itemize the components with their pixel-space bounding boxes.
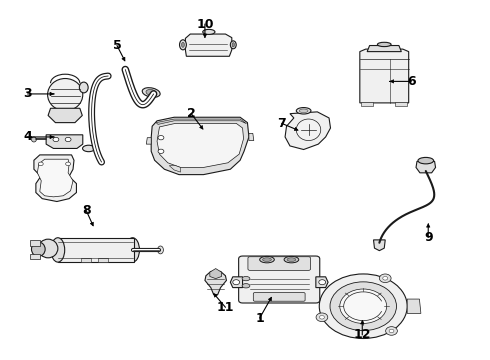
Circle shape — [319, 315, 324, 319]
Circle shape — [316, 313, 328, 321]
Bar — [81, 258, 91, 262]
Text: 10: 10 — [196, 18, 214, 31]
Polygon shape — [185, 34, 232, 56]
Ellipse shape — [377, 42, 391, 46]
Ellipse shape — [418, 157, 434, 164]
Ellipse shape — [287, 258, 296, 261]
Ellipse shape — [126, 238, 140, 262]
Ellipse shape — [38, 239, 58, 258]
Circle shape — [389, 329, 394, 333]
Circle shape — [158, 135, 164, 140]
Circle shape — [233, 280, 240, 285]
Bar — [58, 238, 134, 262]
Polygon shape — [367, 45, 401, 51]
Circle shape — [38, 162, 43, 166]
Polygon shape — [37, 159, 73, 197]
Bar — [395, 102, 407, 107]
Bar — [30, 240, 40, 246]
FancyBboxPatch shape — [248, 257, 311, 270]
Polygon shape — [151, 117, 249, 175]
Polygon shape — [360, 49, 409, 103]
Ellipse shape — [79, 82, 88, 93]
Circle shape — [330, 282, 396, 330]
Ellipse shape — [232, 42, 235, 47]
Circle shape — [66, 162, 71, 166]
Ellipse shape — [179, 40, 186, 50]
FancyBboxPatch shape — [239, 256, 320, 303]
Ellipse shape — [296, 108, 311, 114]
Bar — [30, 254, 40, 259]
Ellipse shape — [203, 30, 215, 35]
Ellipse shape — [51, 238, 65, 262]
Polygon shape — [373, 240, 385, 251]
Ellipse shape — [142, 88, 160, 97]
Circle shape — [340, 289, 387, 323]
Text: 6: 6 — [407, 75, 416, 88]
FancyBboxPatch shape — [253, 293, 305, 301]
Ellipse shape — [146, 90, 156, 95]
Polygon shape — [48, 108, 82, 123]
Circle shape — [319, 280, 326, 285]
Text: 2: 2 — [187, 107, 196, 120]
Ellipse shape — [260, 256, 274, 263]
Polygon shape — [169, 166, 180, 172]
Ellipse shape — [242, 276, 250, 281]
Circle shape — [383, 276, 388, 280]
Polygon shape — [157, 123, 244, 167]
Ellipse shape — [299, 109, 308, 113]
Circle shape — [65, 137, 71, 141]
Polygon shape — [34, 155, 76, 202]
Polygon shape — [416, 161, 436, 173]
Circle shape — [319, 274, 407, 338]
Polygon shape — [46, 135, 83, 148]
Text: 12: 12 — [353, 328, 371, 341]
Text: 5: 5 — [113, 39, 122, 52]
Polygon shape — [230, 277, 243, 288]
Circle shape — [386, 327, 397, 335]
Text: 4: 4 — [23, 130, 32, 144]
Polygon shape — [249, 134, 254, 140]
Polygon shape — [285, 112, 331, 149]
Polygon shape — [407, 299, 421, 314]
Ellipse shape — [31, 242, 45, 256]
Text: 3: 3 — [23, 87, 32, 100]
Ellipse shape — [31, 137, 36, 142]
Ellipse shape — [158, 246, 163, 254]
Ellipse shape — [263, 258, 271, 261]
Bar — [98, 258, 108, 262]
Polygon shape — [147, 138, 151, 144]
Text: 7: 7 — [277, 117, 286, 130]
Text: 11: 11 — [217, 301, 234, 314]
Ellipse shape — [181, 42, 184, 47]
Ellipse shape — [296, 119, 321, 140]
Polygon shape — [210, 269, 221, 279]
Bar — [361, 102, 373, 107]
Ellipse shape — [82, 145, 95, 152]
Ellipse shape — [48, 78, 83, 111]
Polygon shape — [156, 119, 246, 125]
Circle shape — [53, 137, 59, 141]
Polygon shape — [205, 271, 226, 295]
Text: 9: 9 — [424, 231, 433, 244]
Text: 1: 1 — [255, 311, 264, 325]
Polygon shape — [316, 277, 328, 288]
Ellipse shape — [230, 41, 236, 49]
Ellipse shape — [242, 284, 250, 288]
Text: 8: 8 — [82, 204, 91, 217]
Circle shape — [379, 274, 391, 283]
Ellipse shape — [284, 256, 299, 263]
Circle shape — [158, 149, 164, 153]
